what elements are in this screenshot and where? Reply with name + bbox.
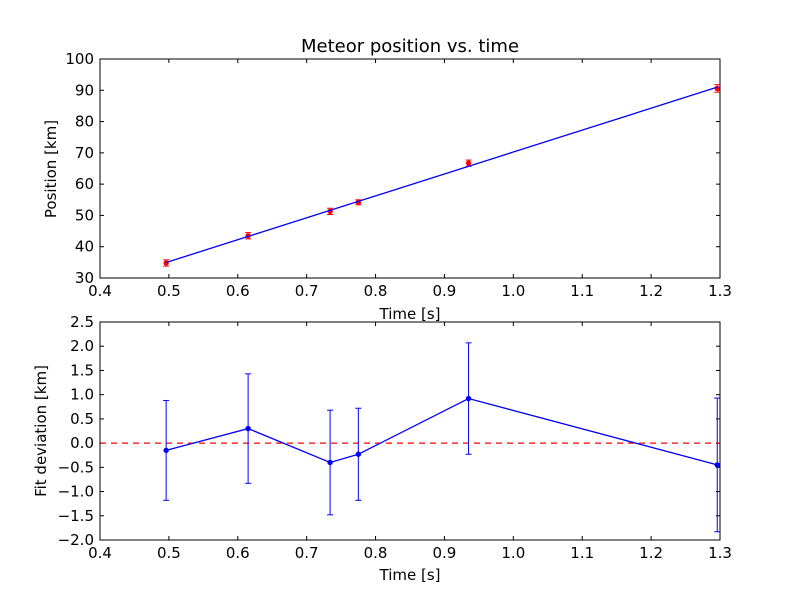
position-axes-frame (99, 58, 721, 279)
position-x-tick-label: 0.8 (364, 282, 388, 300)
deviation-data-point (245, 425, 251, 432)
position-y-tick-label: 60 (75, 175, 94, 193)
position-x-tick-label: 0.6 (226, 282, 250, 300)
position-fit-line (165, 86, 718, 264)
position-x-tick-label: 1.2 (639, 282, 663, 300)
position-x-axis-label: Time [s] (379, 305, 441, 323)
deviation-data-point (465, 395, 472, 402)
position-y-tick-label: 40 (75, 238, 94, 256)
deviation-y-axis-label: Fit deviation [km] (32, 365, 50, 497)
deviation-y-tick-label: 2.0 (70, 337, 94, 355)
deviation-y-ticks: −2.0 −1.5 −1.0 −0.5 0.0 0.5 1.0 1.5 2.0 2.5 (58, 313, 720, 549)
deviation-y-tick-label: 1.5 (70, 361, 94, 379)
deviation-y-tick-label: −1.0 (58, 483, 94, 501)
deviation-y-tick-label: −0.5 (58, 458, 94, 476)
deviation-x-tick-label: 1.3 (708, 544, 732, 562)
position-y-tick-label: 100 (65, 50, 94, 68)
deviation-x-tick-label: 0.9 (433, 544, 457, 562)
deviation-y-tick-label: −1.5 (58, 507, 94, 525)
deviation-x-tick-label: 0.7 (295, 544, 319, 562)
position-y-tick-label: 50 (75, 206, 94, 224)
deviation-y-tick-label: 0.5 (70, 410, 94, 428)
position-y-tick-label: 30 (75, 269, 94, 287)
deviation-x-ticks: 0.4 0.5 0.6 0.7 0.8 0.9 1.0 1.1 1.2 1.3 (88, 322, 732, 562)
deviation-data-point (355, 451, 362, 457)
position-data-point (465, 160, 472, 166)
deviation-x-tick-label: 1.0 (501, 544, 525, 562)
deviation-y-tick-label: 1.0 (70, 386, 94, 404)
deviation-series-line (165, 397, 718, 466)
position-x-ticks: 0.4 0.5 0.6 0.7 0.8 0.9 1.0 1.1 1.2 1.3 (88, 59, 732, 300)
position-x-tick-label: 0.9 (433, 282, 457, 300)
position-x-tick-label: 1.3 (708, 282, 732, 300)
deviation-data-point (714, 462, 720, 468)
deviation-data-point (327, 459, 333, 466)
position-data-point (714, 85, 720, 92)
position-y-tick-label: 70 (75, 144, 94, 162)
position-x-tick-label: 0.7 (295, 282, 319, 300)
position-y-axis-label: Position [km] (42, 120, 60, 218)
deviation-x-tick-label: 1.1 (570, 544, 594, 562)
position-y-tick-label: 80 (75, 113, 94, 131)
deviation-y-tick-label: 0.0 (70, 434, 94, 452)
deviation-x-tick-label: 0.5 (157, 544, 181, 562)
deviation-x-tick-label: 0.4 (88, 544, 112, 562)
deviation-y-tick-label: −2.0 (58, 531, 94, 549)
position-x-tick-label: 1.0 (501, 282, 525, 300)
position-panel: Meteor position vs. time Time [s] Positi… (42, 36, 732, 323)
deviation-x-tick-label: 0.8 (364, 544, 388, 562)
position-y-tick-label: 90 (75, 81, 94, 99)
deviation-panel: Time [s] Fit deviation [km] 0.4 0.5 0.6 0.7… (32, 313, 732, 584)
deviation-plot-area (100, 342, 721, 533)
deviation-x-tick-label: 0.6 (226, 544, 250, 562)
position-y-ticks: 30 40 50 60 70 80 90 100 (65, 50, 720, 287)
deviation-y-tick-label: 2.5 (70, 313, 94, 331)
deviation-x-tick-label: 1.2 (639, 544, 663, 562)
deviation-x-axis-label: Time [s] (379, 566, 441, 584)
position-chart-title: Meteor position vs. time (301, 36, 519, 57)
deviation-data-point (163, 447, 169, 454)
deviation-axes-frame (99, 321, 721, 541)
position-x-tick-label: 0.4 (88, 282, 112, 300)
position-x-tick-label: 1.1 (570, 282, 594, 300)
position-x-tick-label: 0.5 (157, 282, 181, 300)
position-plot-area (163, 84, 721, 267)
